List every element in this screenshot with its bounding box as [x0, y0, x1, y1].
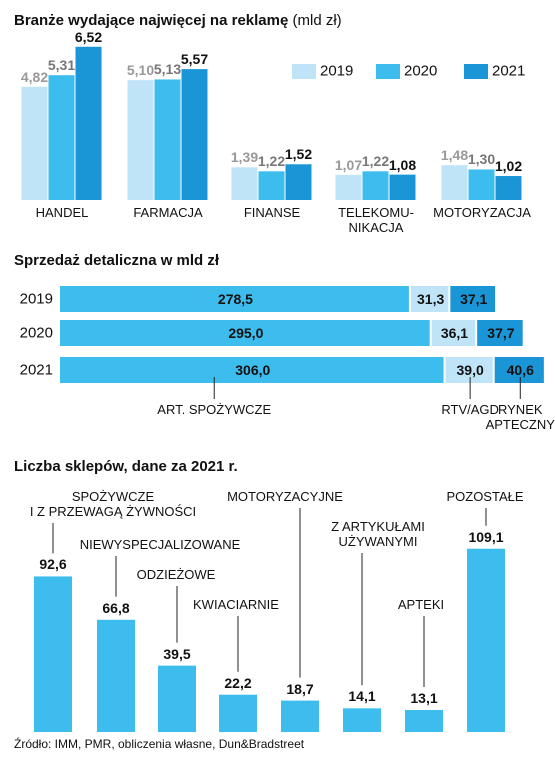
- category-label: POZOSTAŁE: [446, 489, 524, 504]
- bar: [21, 86, 48, 200]
- value-label: 39,0: [456, 361, 484, 378]
- annotation: RTV/AGD: [441, 402, 499, 417]
- value-label: 306,0: [235, 361, 271, 378]
- category-label: MOTORYZACYJNE: [227, 489, 343, 504]
- x-tick-label: TELEKOMU- NIKACJA: [338, 205, 414, 235]
- bar: [34, 576, 72, 732]
- bar: [48, 75, 75, 200]
- title-text: Branże wydające najwięcej na reklamę: [14, 12, 289, 29]
- legend-label: 2021: [492, 62, 526, 80]
- legend-label: 2020: [404, 62, 438, 80]
- source-note: Źródło: IMM, PMR, obliczenia własne, Dun…: [14, 737, 305, 751]
- value-label: 4,82: [20, 68, 49, 85]
- bar: [495, 176, 522, 200]
- value-label: 39,5: [163, 645, 191, 662]
- category-label: ODZIEŻOWE: [136, 567, 216, 582]
- value-label: 18,7: [286, 680, 314, 697]
- value-label: 1,07: [334, 156, 363, 173]
- bar: [468, 169, 495, 200]
- bar: [335, 174, 362, 200]
- bar: [158, 665, 196, 732]
- bar: [127, 80, 154, 200]
- value-label: 40,6: [506, 361, 534, 378]
- x-tick-label: FINANSE: [243, 205, 301, 220]
- bar: [181, 69, 208, 200]
- value-label: 14,1: [348, 688, 376, 705]
- legend-swatch: [376, 64, 400, 79]
- value-label: 1,52: [284, 146, 313, 163]
- bar-segment: [450, 286, 496, 312]
- value-label: 1,48: [440, 147, 469, 164]
- category-label: SPOŻYWCZE I Z PRZEWAGĄ ŻYWNOŚCI: [29, 489, 197, 519]
- bar: [154, 79, 181, 200]
- bar: [405, 709, 443, 732]
- bar-segment: [410, 286, 449, 312]
- x-tick-label: HANDEL: [35, 205, 89, 220]
- bar: [97, 619, 135, 732]
- value-label: 1,08: [388, 156, 417, 173]
- y-tick-label: 2020: [19, 324, 53, 342]
- bar-segment: [494, 357, 544, 383]
- annotation: RYNEK APTECZNY: [485, 402, 555, 432]
- value-label: 66,8: [102, 599, 130, 616]
- category-label: Z ARTYKUŁAMI UŻYWANYMI: [331, 519, 425, 549]
- bar-segment: [431, 320, 476, 346]
- legend-swatch: [464, 64, 488, 79]
- value-label: 1,22: [257, 153, 286, 170]
- value-label: 1,30: [467, 151, 496, 168]
- y-tick-label: 2019: [19, 290, 53, 308]
- value-label: 1,02: [494, 157, 523, 174]
- category-label: APTEKI: [397, 597, 445, 612]
- value-label: 5,13: [153, 61, 182, 78]
- bar: [231, 167, 258, 200]
- bar: [281, 700, 319, 732]
- legend-label: 2019: [320, 62, 354, 80]
- value-label: 31,3: [417, 290, 445, 307]
- value-label: 5,57: [180, 51, 209, 67]
- category-label: NIEWYSPECJALIZOWANE: [79, 537, 241, 552]
- chart-title: Branże wydające najwięcej na reklamę (ml…: [14, 12, 342, 29]
- value-label: 5,10: [126, 62, 155, 79]
- y-tick-label: 2021: [19, 361, 53, 379]
- chart-title: Sprzedaż detaliczna w mld zł: [14, 252, 220, 269]
- bar-segment: [445, 357, 493, 383]
- value-label: 92,6: [39, 556, 67, 573]
- value-label: 278,5: [217, 290, 253, 307]
- bar: [75, 46, 102, 200]
- bar: [219, 694, 257, 732]
- bar: [343, 708, 381, 732]
- chart-title: Liczba sklepów, dane za 2021 r.: [14, 458, 238, 475]
- value-label: 22,2: [224, 674, 252, 691]
- value-label: 1,39: [230, 149, 259, 166]
- bar-segment: [477, 320, 523, 346]
- bar: [467, 548, 505, 732]
- bar-segment: [60, 357, 444, 383]
- annotation: ART. SPOŻYWCZE: [157, 402, 272, 417]
- bar: [441, 165, 468, 200]
- bar-segment: [60, 320, 430, 346]
- x-tick-label: MOTORYZACJA: [433, 205, 531, 220]
- value-label: 36,1: [440, 324, 469, 341]
- value-label: 109,1: [468, 528, 504, 545]
- unit-label: (mld zł): [292, 12, 342, 29]
- bar: [285, 164, 312, 200]
- category-label: KWIACIARNIE: [193, 597, 279, 612]
- x-tick-label: FARMACJA: [133, 205, 203, 220]
- value-label: 13,1: [410, 689, 438, 706]
- bar: [258, 171, 285, 200]
- value-label: 1,22: [361, 153, 390, 170]
- legend-swatch: [292, 64, 316, 79]
- value-label: 5,31: [47, 57, 76, 74]
- value-label: 295,0: [228, 324, 264, 341]
- bar: [389, 174, 416, 200]
- bar-segment: [60, 286, 409, 312]
- value-label: 37,7: [487, 324, 515, 341]
- bar: [362, 171, 389, 200]
- value-label: 6,52: [74, 28, 103, 45]
- value-label: 37,1: [460, 290, 488, 307]
